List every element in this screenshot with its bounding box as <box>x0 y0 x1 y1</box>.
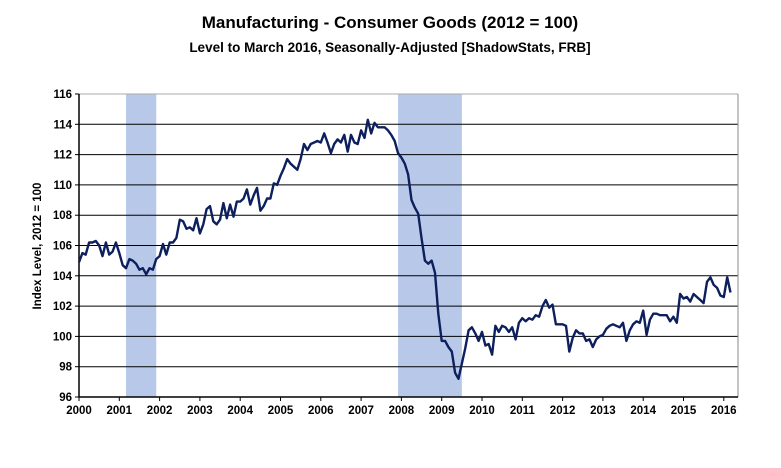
x-tick-label: 2010 <box>469 405 495 417</box>
y-tick-label: 106 <box>53 241 72 253</box>
y-tick-label: 100 <box>53 331 72 343</box>
y-tick-label: 104 <box>53 271 73 283</box>
y-axis-label: Index Level, 2012 = 100 <box>32 183 44 310</box>
x-tick-label: 2002 <box>147 405 173 417</box>
x-tick-label: 2011 <box>510 405 536 417</box>
chart-title: Manufacturing - Consumer Goods (2012 = 1… <box>202 13 578 32</box>
x-tick-label: 2013 <box>590 405 616 417</box>
x-tick-label: 2012 <box>550 405 576 417</box>
y-tick-label: 110 <box>53 180 72 192</box>
x-tick-label: 2005 <box>268 405 294 417</box>
x-tick-label: 2015 <box>671 405 697 417</box>
x-tick-label: 2001 <box>107 405 133 417</box>
y-tick-label: 96 <box>59 392 72 404</box>
x-tick-label: 2000 <box>66 405 92 417</box>
y-tick-label: 112 <box>53 150 72 162</box>
x-tick-label: 2009 <box>429 405 455 417</box>
x-tick-label: 2003 <box>187 405 213 417</box>
chart-subtitle: Level to March 2016, Seasonally-Adjusted… <box>189 40 590 55</box>
y-tick-label: 114 <box>53 119 72 131</box>
y-tick-label: 102 <box>53 301 72 313</box>
x-tick-label: 2016 <box>711 405 737 417</box>
x-tick-label: 2014 <box>630 405 656 417</box>
y-tick-label: 108 <box>53 210 73 222</box>
series-line <box>77 118 732 380</box>
x-tick-label: 2008 <box>389 405 415 417</box>
x-tick-label: 2006 <box>308 405 334 417</box>
x-tick-label: 2004 <box>227 405 253 417</box>
y-tick-label: 116 <box>53 89 72 101</box>
y-tick-label: 98 <box>59 362 72 374</box>
x-tick-label: 2007 <box>348 405 374 417</box>
